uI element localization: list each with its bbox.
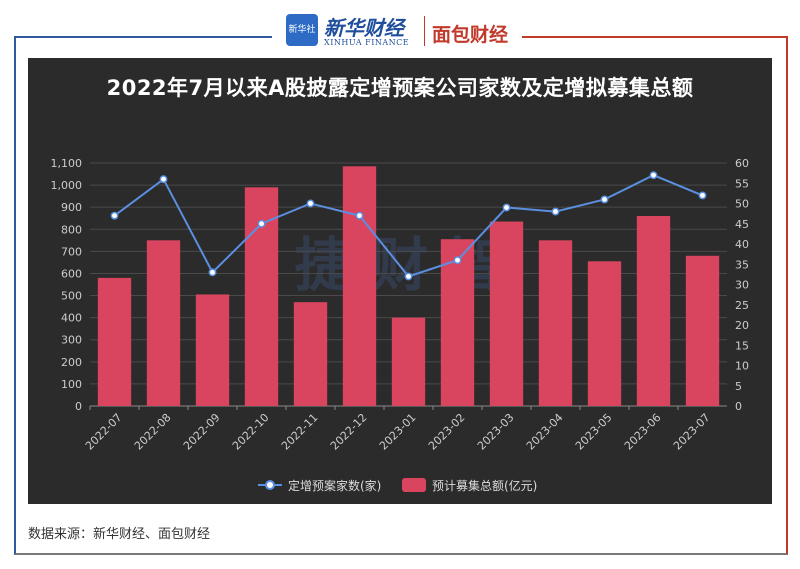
x-tick-label: 2022-09 — [181, 411, 223, 453]
line-point — [306, 199, 315, 208]
x-tick-label: 2022-10 — [230, 411, 272, 453]
header: 新华社 新华财经 XINHUA FINANCE 面包财经 — [286, 12, 514, 54]
x-tick-label: 2023-01 — [377, 411, 419, 453]
bar — [146, 240, 181, 406]
bar — [342, 166, 377, 406]
line-point — [453, 256, 462, 265]
line-point — [355, 211, 364, 220]
legend-item-bar[interactable]: 预计募集总额(亿元) — [402, 475, 537, 495]
line-point — [551, 207, 560, 216]
y-left-tick-label: 100 — [61, 378, 82, 391]
x-tick-label: 2023-04 — [524, 411, 566, 453]
y-right-tick-label: 5 — [735, 380, 742, 393]
header-divider — [424, 16, 425, 46]
brand-xinhua-finance-cn: 新华财经 — [324, 16, 404, 40]
y-right-tick-label: 35 — [735, 258, 749, 271]
line-point — [208, 268, 217, 277]
data-source: 数据来源：新华财经、面包财经 — [28, 527, 211, 542]
x-tick-label: 2022-07 — [83, 411, 125, 453]
legend-label-bar: 预计募集总额(亿元) — [432, 478, 538, 493]
chart-title: 2022年7月以来A股披露定增预案公司家数及定增拟募集总额 — [106, 76, 694, 100]
x-tick-label: 2023-05 — [573, 411, 615, 453]
bar — [587, 261, 622, 406]
bar — [195, 294, 230, 406]
legend-line-icon — [258, 478, 282, 492]
legend-item-line[interactable]: 定增预案家数(家) — [258, 475, 381, 495]
line-point — [404, 272, 413, 281]
y-right-tick-label: 0 — [735, 400, 742, 413]
y-left-tick-label: 900 — [61, 201, 82, 214]
bar — [636, 216, 671, 406]
line-point — [600, 195, 609, 204]
bar — [440, 239, 475, 406]
x-tick-label: 2023-02 — [426, 411, 468, 453]
y-right-tick-label: 25 — [735, 299, 749, 312]
y-right-tick-label: 10 — [735, 360, 749, 373]
y-left-tick-label: 300 — [61, 334, 82, 347]
x-tick-label: 2022-11 — [279, 411, 321, 453]
bar — [538, 240, 573, 406]
y-left-tick-label: 700 — [61, 245, 82, 258]
line-point — [110, 211, 119, 220]
y-left-tick-label: 0 — [75, 400, 82, 413]
frame-border — [14, 36, 788, 555]
frame-top-right-line — [522, 36, 786, 38]
x-tick-label: 2022-12 — [328, 411, 370, 453]
y-right-tick-label: 60 — [735, 157, 749, 170]
y-right-tick-label: 15 — [735, 339, 749, 352]
line-point — [257, 219, 266, 228]
y-right-tick-label: 20 — [735, 319, 749, 332]
brand-mianbao-finance: 面包财经 — [432, 24, 509, 46]
bar — [293, 302, 328, 406]
y-left-tick-label: 500 — [61, 290, 82, 303]
y-left-tick-label: 200 — [61, 356, 82, 369]
y-right-tick-label: 55 — [735, 177, 749, 190]
bar — [489, 221, 524, 406]
bar — [391, 317, 426, 406]
y-right-tick-label: 30 — [735, 279, 749, 292]
y-left-tick-label: 800 — [61, 223, 82, 236]
x-tick-label: 2023-06 — [622, 411, 664, 453]
line-point — [649, 171, 658, 180]
bar — [97, 277, 132, 406]
line-point — [698, 191, 707, 200]
legend-label-line: 定增预案家数(家) — [288, 478, 382, 493]
y-left-tick-label: 400 — [61, 312, 82, 325]
line-point — [502, 203, 511, 212]
legend-bar-icon — [402, 478, 426, 492]
watermark-text: 捷财智 — [294, 231, 522, 299]
frame-top-left-line — [14, 36, 272, 38]
y-right-tick-label: 50 — [735, 198, 749, 211]
y-right-tick-label: 45 — [735, 218, 749, 231]
y-left-tick-label: 1,000 — [51, 179, 83, 192]
xinhua-logo-icon: 新华社 — [286, 14, 318, 46]
x-tick-label: 2023-07 — [671, 411, 713, 453]
x-tick-label: 2023-03 — [475, 411, 517, 453]
y-left-tick-label: 1,100 — [51, 157, 83, 170]
bar — [685, 255, 720, 406]
brand-xinhua-finance-en: XINHUA FINANCE — [324, 38, 410, 47]
chart-legend: 定增预案家数(家) 预计募集总额(亿元) — [0, 475, 800, 495]
x-tick-label: 2022-08 — [132, 411, 174, 453]
line-point — [159, 175, 168, 184]
y-left-tick-label: 600 — [61, 267, 82, 280]
y-right-tick-label: 40 — [735, 238, 749, 251]
